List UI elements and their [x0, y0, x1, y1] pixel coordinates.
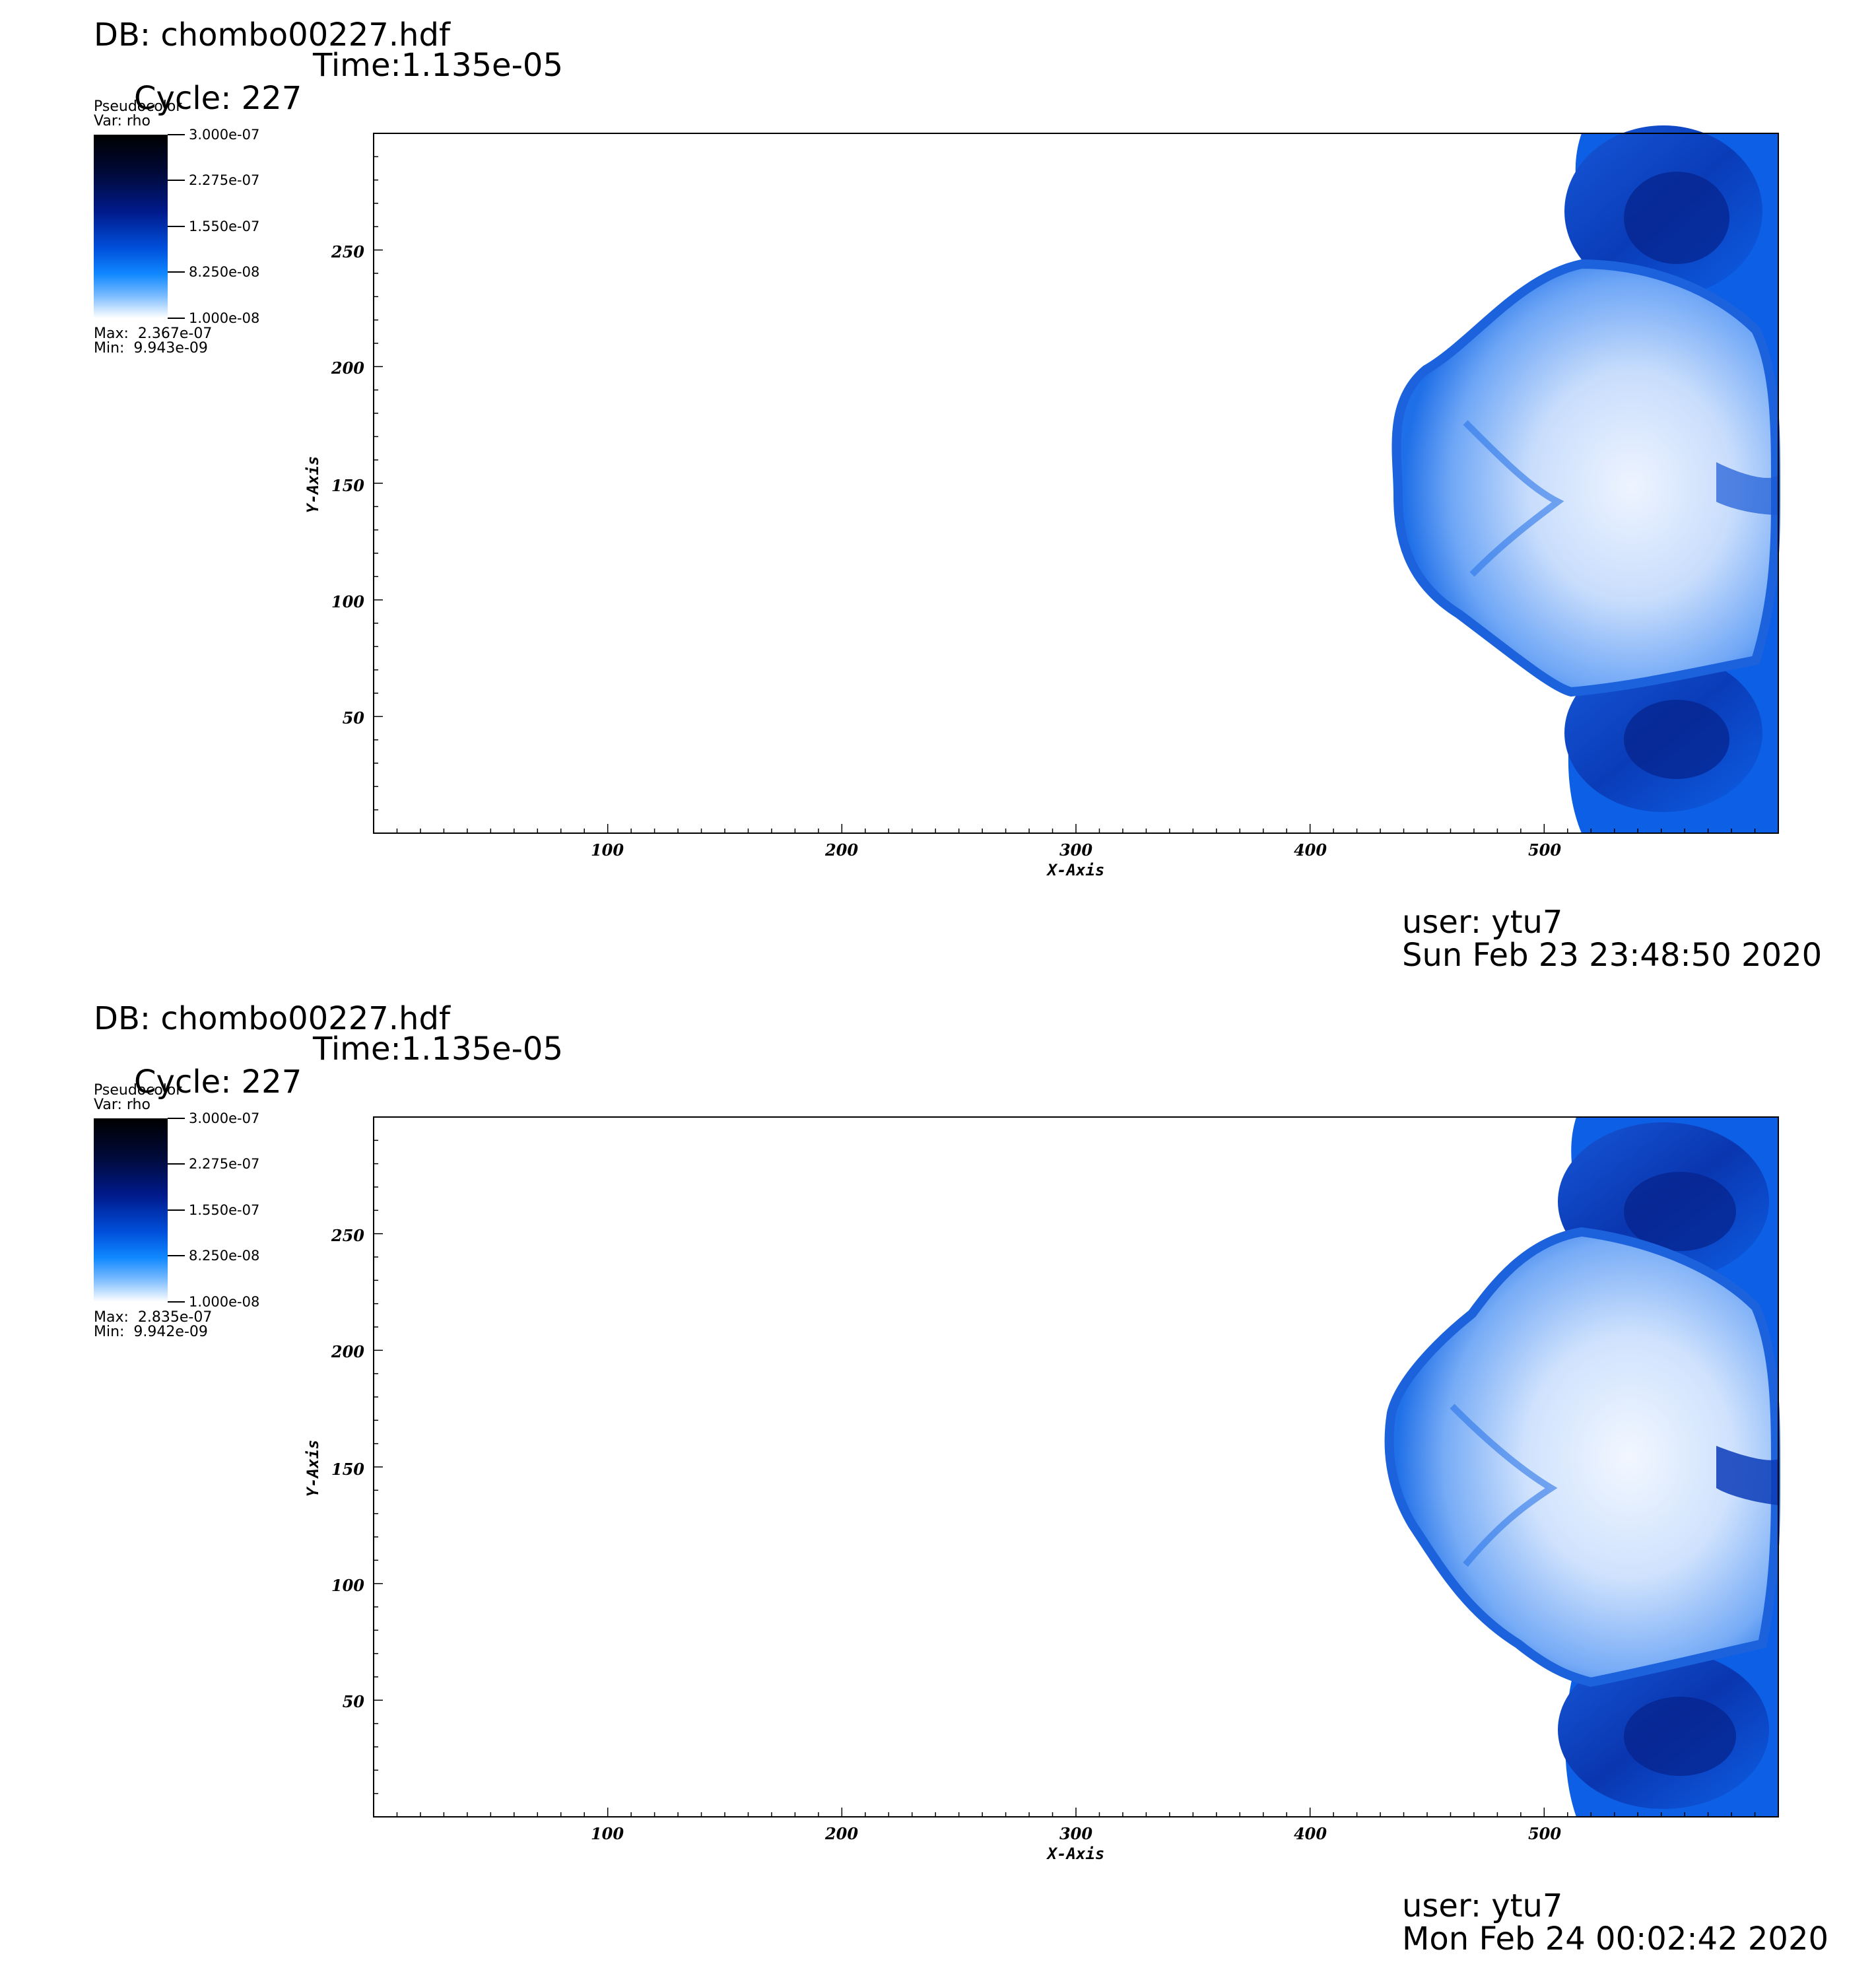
legend-max: Max: 2.367e-07 [94, 325, 213, 342]
legend-tick-label: 8.250e-08 [189, 264, 260, 280]
legend-var-label: Var: rho [94, 1097, 151, 1113]
legend-tick [168, 271, 185, 273]
x-tick-label: 200 [824, 1824, 858, 1843]
cycle-time-line: Cycle: 227 Time:1.135e-05 [94, 1033, 563, 1165]
y-tick-label: 150 [331, 476, 364, 495]
x-tick-label: 500 [1528, 840, 1561, 860]
y-tick-label: 200 [331, 358, 364, 378]
x-minor-ticks [396, 1808, 1756, 1817]
density-field-inner-shock [1450, 1404, 1558, 1567]
y-minor-ticks [374, 1139, 383, 1794]
legend-tick [168, 226, 185, 227]
density-field [1391, 125, 1780, 833]
user-label: user: ytu7 [1402, 904, 1563, 941]
legend-tick [168, 134, 185, 135]
x-axis-title: X-Axis [1046, 1845, 1105, 1863]
y-tick-label: 250 [331, 1226, 364, 1245]
x-tick-label: 100 [591, 1824, 624, 1843]
legend-tick-label: 1.000e-08 [189, 310, 260, 326]
cycle-time-line: Cycle: 227 Time:1.135e-05 [94, 49, 563, 181]
y-minor-ticks [374, 156, 383, 811]
user-label: user: ytu7 [1402, 1887, 1563, 1924]
legend-tick-label: 2.275e-07 [189, 1156, 260, 1172]
visit-window-top: DB: chombo00227.hdf Cycle: 227 Time:1.13… [94, 17, 1823, 974]
legend-tick-label: 1.550e-07 [189, 1202, 260, 1218]
legend-tick-label: 1.000e-08 [189, 1294, 260, 1310]
visit-window-bottom: DB: chombo00227.hdf Cycle: 227 Time:1.13… [0, 984, 1876, 1969]
density-field-lower-core [1624, 700, 1729, 779]
density-field [1384, 1117, 1780, 1817]
database-title: DB: chombo00227.hdf [94, 17, 450, 53]
density-field-jet [1716, 462, 1778, 515]
legend-tick-label: 2.275e-07 [189, 172, 260, 188]
x-tick-label: 400 [1294, 840, 1327, 860]
legend-tick [168, 1301, 185, 1303]
density-field-inner-shock [1463, 420, 1564, 577]
date-label: Sun Feb 23 23:48:50 2020 [1402, 937, 1823, 974]
x-tick-label: 500 [1528, 1824, 1561, 1843]
x-axis-title: X-Axis [1046, 861, 1105, 879]
legend-plot-type: Pseudocolor [94, 98, 182, 115]
y-tick-label: 100 [331, 1576, 364, 1595]
legend-tick [168, 318, 185, 319]
density-field-bubble [1391, 259, 1780, 697]
time-label: Time:1.135e-05 [313, 47, 563, 84]
x-tick-label: 400 [1294, 1824, 1327, 1843]
legend-tick [168, 180, 185, 181]
y-axis-title: Y-Axis [304, 1440, 322, 1497]
legend-tick [168, 1118, 185, 1119]
y-tick-label: 100 [331, 592, 364, 611]
legend-color-bar [94, 135, 168, 318]
legend-color-bar [94, 1118, 168, 1302]
x-tick-label: 300 [1059, 840, 1092, 860]
density-field-jet [1716, 1446, 1778, 1505]
y-tick-label: 250 [331, 242, 364, 261]
cycle-label: Cycle: 227 [134, 1064, 302, 1101]
cycle-label: Cycle: 227 [134, 80, 302, 117]
y-tick-label: 150 [331, 1460, 364, 1479]
legend-tick [168, 1163, 185, 1165]
legend-tick-label: 1.550e-07 [189, 219, 260, 234]
legend-tick-label: 3.000e-07 [189, 127, 260, 143]
density-field-bubble [1384, 1227, 1780, 1687]
y-tick-label: 50 [343, 708, 365, 728]
plot-area: 100 200 300 400 500 50 100 150 200 250 X… [304, 1116, 1780, 1863]
legend-tick-label: 8.250e-08 [189, 1248, 260, 1264]
legend-tick [168, 1255, 185, 1256]
legend-plot-type: Pseudocolor [94, 1082, 182, 1099]
y-tick-label: 50 [343, 1692, 365, 1711]
density-field-upper-core [1624, 172, 1729, 264]
x-tick-label: 300 [1059, 1824, 1092, 1843]
x-minor-ticks [396, 824, 1756, 833]
date-label: Mon Feb 24 00:02:42 2020 [1402, 1920, 1829, 1957]
plot-area: 100 200 300 400 500 50 100 150 200 250 X… [304, 125, 1780, 879]
legend-var-label: Var: rho [94, 113, 151, 129]
density-field-lower-core [1624, 1697, 1736, 1776]
legend-min: Min: 9.943e-09 [94, 340, 208, 357]
density-field-upper-core [1624, 1172, 1736, 1251]
legend-tick-label: 3.000e-07 [189, 1110, 260, 1126]
legend-tick [168, 1209, 185, 1211]
legend-min: Min: 9.942e-09 [94, 1324, 208, 1340]
database-title: DB: chombo00227.hdf [94, 1000, 450, 1037]
y-axis-title: Y-Axis [304, 456, 322, 514]
legend-max: Max: 2.835e-07 [94, 1309, 213, 1326]
y-tick-label: 200 [331, 1342, 364, 1361]
time-label: Time:1.135e-05 [313, 1031, 563, 1068]
x-tick-label: 200 [824, 840, 858, 860]
x-tick-label: 100 [591, 840, 624, 860]
